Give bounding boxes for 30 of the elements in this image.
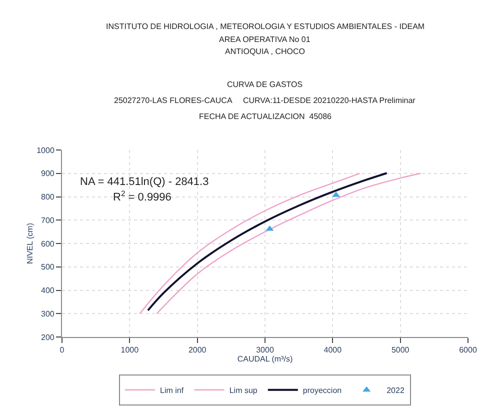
- legend-label: 2022: [386, 386, 405, 396]
- text: AREA OPERATIVA No 01: [219, 35, 311, 44]
- y-tick-label: 1000: [36, 146, 55, 155]
- y-tick-label: 400: [41, 286, 55, 296]
- annotation: NA = 441.51ln(Q) - 2841.3: [80, 176, 209, 188]
- x-axis-title: CAUDAL (m³/s): [237, 354, 293, 364]
- y-tick-label: 800: [41, 192, 55, 202]
- text: ANTIOQUIA , CHOCO: [225, 47, 306, 56]
- y-tick-label: 600: [41, 239, 55, 248]
- x-tick-label: 6000: [459, 346, 478, 355]
- y-tick-label: 500: [41, 262, 55, 272]
- chart-title: CURVA DE GASTOS: [227, 80, 303, 89]
- annotation: R$^{2}$ = 0.9996: [113, 189, 172, 204]
- y-tick-label: 700: [41, 216, 55, 225]
- text: FECHA DE ACTUALIZACION 45086: [199, 112, 332, 121]
- x-tick-label: 1000: [120, 346, 140, 355]
- y-tick-label: 300: [41, 309, 55, 318]
- legend-label: proyeccion: [302, 386, 342, 396]
- x-tick-label: 0: [60, 346, 65, 355]
- y-tick-label: 200: [41, 332, 55, 342]
- x-tick-label: 4000: [324, 346, 342, 355]
- y-axis-title: NIVEL (cm): [25, 222, 34, 264]
- y-tick-label: 900: [41, 169, 55, 178]
- legend-label: Lim sup: [229, 386, 258, 396]
- chart-subtitle: 25027270-LAS FLORES-CAUCA CURVA:11-DESDE 20210220-HASTA Preliminar: [114, 96, 416, 105]
- x-tick-label: 2000: [188, 346, 207, 355]
- x-tick-label: 5000: [391, 346, 410, 355]
- text: INSTITUTO DE HIDROLOGIA , METEOROLOGIA Y ESTUDIOS AMBIENTALES - IDEAM: [106, 22, 425, 31]
- legend-label: Lim inf: [160, 386, 184, 396]
- x-tick-label: 3000: [256, 346, 274, 355]
